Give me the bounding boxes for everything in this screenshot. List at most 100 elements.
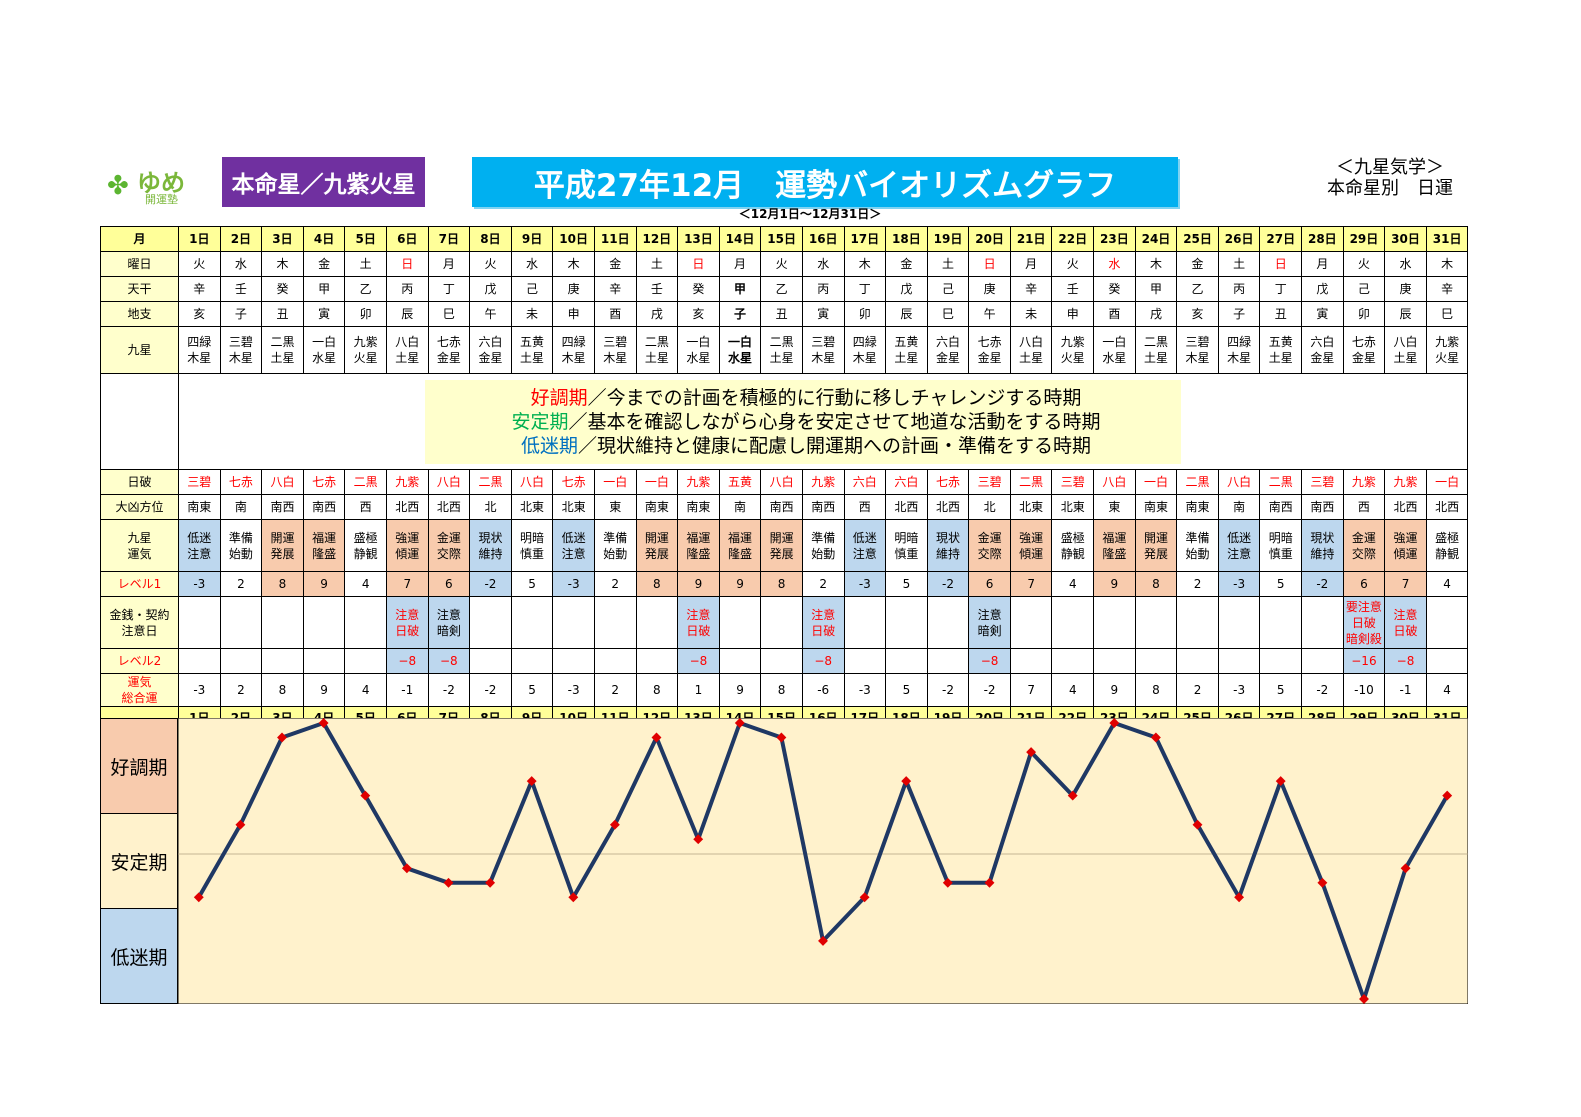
tenkan-cell: 戊: [885, 276, 928, 302]
chishi-cell-text: 丑: [276, 307, 289, 321]
kyusei-cell: 四緑 木星: [843, 326, 887, 374]
chishi-cell: 卯: [843, 301, 887, 327]
level1-cell: 7: [1384, 571, 1427, 597]
daikyo-cell-text: 南: [234, 500, 247, 514]
level2-cell: −8: [427, 648, 471, 674]
kinsen-cell-text: 暗剣殺: [1345, 631, 1382, 646]
label-daikyo: 大凶方位: [100, 494, 179, 520]
weekday-cell: 金: [1176, 251, 1219, 277]
unki-cell-text: 隆盛: [728, 546, 753, 561]
daikyo-cell-text: 南西: [312, 500, 337, 514]
unki-cell-text: 交際: [1351, 546, 1376, 561]
tenkan-cell: 戊: [469, 276, 512, 302]
label-chishi: 地支: [100, 301, 179, 327]
chishi-cell-text: 辰: [1399, 307, 1412, 321]
total-cell: 7: [1009, 673, 1053, 707]
kyusei-cell: 六白 金星: [926, 326, 970, 374]
unki-cell: 強運 傾運: [1009, 519, 1053, 572]
legend-description: 好調期／今までの計画を積極的に行動に移しチャレンジする時期 安定期／基本を確認しな…: [177, 373, 1469, 470]
chishi-cell: 寅: [801, 301, 845, 327]
total-cell-text: -3: [567, 683, 580, 697]
total-cell-text: 8: [653, 683, 661, 697]
zone-good: 好調期: [100, 718, 178, 814]
total-cell: 5: [1259, 673, 1303, 707]
level2-cell-text: −16: [1351, 654, 1377, 668]
label-kyusei: 九星: [100, 326, 179, 374]
unki-cell: 準備 始動: [219, 519, 263, 572]
kinsen-cell: [510, 596, 554, 649]
unki-cell: 低迷 注意: [1217, 519, 1261, 572]
level1-cell: 7: [1009, 571, 1053, 597]
tenkan-cell-text: 癸: [276, 282, 289, 296]
daikyo-cell-text: 北西: [1393, 500, 1418, 514]
kyusei-cell: 一白 水星: [1093, 326, 1136, 374]
day-header: 2日: [219, 226, 263, 252]
kyusei-cell-text: 二黒: [270, 335, 295, 349]
daikyo-cell-text: 南: [1233, 500, 1246, 514]
tenkan-cell-text: 辛: [609, 282, 622, 296]
chishi-cell-text: 申: [1066, 307, 1079, 321]
weekday-cell-text: 木: [858, 257, 871, 271]
daikyo-cell: 南西: [1301, 494, 1344, 520]
row-unki: 九星 運気 低迷 注意 準備 始動 開運 発展 福運 隆盛 盛極 静観 強運 傾運 金運 交際 現状 維持 明暗 慎重…: [100, 519, 1469, 572]
daikyo-cell-text: 南東: [1143, 500, 1168, 514]
kyusei-cell: 八白 土星: [1009, 326, 1053, 374]
chishi-cell: 巳: [926, 301, 970, 327]
day-header: 5日: [344, 226, 387, 252]
kyusei-cell-text: 金星: [1351, 351, 1376, 365]
unki-cell-text: 維持: [935, 546, 960, 561]
kyusei-cell-text: 土星: [395, 351, 420, 365]
chishi-cell: 子: [1217, 301, 1261, 327]
kinsen-cell: [718, 596, 762, 649]
daikyo-cell-text: 南: [734, 500, 747, 514]
kyusei-cell-text: 木星: [1227, 351, 1252, 365]
level1-cell: 9: [718, 571, 762, 597]
day-header-text: 10日: [559, 232, 588, 246]
daikyo-cell: 西: [1342, 494, 1386, 520]
chishi-cell: 卯: [1342, 301, 1386, 327]
unki-cell: 金運 交際: [1342, 519, 1386, 572]
level1-cell-text: 2: [611, 577, 620, 591]
daikyo-cell: 東: [1093, 494, 1136, 520]
nippa-cell: 七赤: [219, 469, 263, 495]
weekday-cell-text: 月: [1316, 257, 1329, 271]
level2-cell: [469, 648, 512, 674]
chishi-cell-text: 卯: [858, 307, 871, 321]
row-level2: レベル2 −8 −8 −8 −8 −8 −16 −8: [100, 648, 1469, 674]
kinsen-cell: [344, 596, 387, 649]
tenkan-cell-text: 壬: [234, 282, 247, 296]
day-header: 11日: [593, 226, 637, 252]
weekday-cell-text: 木: [1149, 257, 1162, 271]
kyusei-cell-text: 八白: [395, 335, 420, 349]
nippa-cell: 七赤: [926, 469, 970, 495]
level2-cell: [344, 648, 387, 674]
day-header-text: 31日: [1432, 232, 1462, 246]
level1-cell: -2: [1301, 571, 1344, 597]
level1-cell-text: 6: [985, 577, 994, 591]
level2-cell: −8: [677, 648, 720, 674]
nippa-cell: 一白: [593, 469, 637, 495]
daikyo-cell: 北西: [385, 494, 429, 520]
level1-cell: 8: [760, 571, 803, 597]
level1-cell: 6: [427, 571, 471, 597]
nippa-cell-text: 一白: [644, 475, 669, 489]
weekday-cell-text: 月: [734, 257, 747, 271]
kyusei-cell: 五黄 土星: [1259, 326, 1303, 374]
unki-cell-text: 福運: [686, 530, 711, 545]
day-header: 18日: [885, 226, 928, 252]
kyusei-cell-text: 土星: [1143, 351, 1168, 365]
level1-cell: -3: [552, 571, 595, 597]
tenkan-cell: 己: [926, 276, 970, 302]
nippa-cell: 八白: [510, 469, 554, 495]
total-cell-text: 1: [694, 683, 703, 697]
day-header-text: 2日: [230, 232, 252, 246]
level1-cell: -2: [469, 571, 512, 597]
nippa-cell-text: 八白: [769, 475, 794, 489]
level2-cell: −8: [801, 648, 845, 674]
level1-cell-text: 2: [819, 577, 828, 591]
level1-cell-text: -3: [858, 577, 871, 591]
row-total: 運気 総合運 -3 2 8 9 4 -1 -2 -2 5 -3 2 8 1 9 8 -6 -3 5 -2 -2 7 4 9 8 2 -…: [100, 673, 1469, 707]
tenkan-cell-text: 己: [941, 282, 954, 296]
weekday-cell: 日: [385, 251, 429, 277]
unki-cell: 開運 発展: [635, 519, 679, 572]
